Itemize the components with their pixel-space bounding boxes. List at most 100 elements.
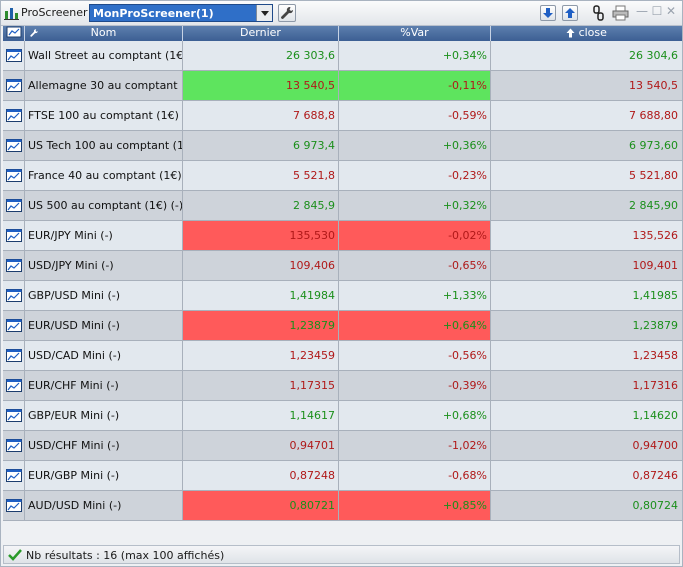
row-var: -0,68% bbox=[339, 461, 491, 490]
row-chart-cell[interactable] bbox=[3, 251, 25, 280]
row-dernier: 1,41984 bbox=[183, 281, 339, 310]
table-row[interactable]: AUD/USD Mini (-) 0,80721 +0,85% 0,80724 bbox=[3, 491, 682, 521]
chart-window-icon[interactable] bbox=[6, 79, 22, 92]
row-divider bbox=[3, 70, 682, 71]
link-tool-button[interactable] bbox=[591, 5, 607, 21]
table-row[interactable]: GBP/USD Mini (-) 1,41984 +1,33% 1,41985 bbox=[3, 281, 682, 311]
chart-window-icon[interactable] bbox=[6, 439, 22, 452]
row-chart-cell[interactable] bbox=[3, 221, 25, 250]
chart-window-icon[interactable] bbox=[6, 499, 22, 512]
chart-window-icon[interactable] bbox=[6, 319, 22, 332]
chart-window-icon[interactable] bbox=[6, 139, 22, 152]
checkmark-icon bbox=[8, 549, 22, 561]
table-row[interactable]: Allemagne 30 au comptant (1...13 540,5-0… bbox=[3, 71, 682, 101]
row-chart-cell[interactable] bbox=[3, 101, 25, 130]
row-name: US Tech 100 au comptant (1€... bbox=[25, 131, 183, 160]
row-divider bbox=[3, 220, 682, 221]
row-divider bbox=[3, 520, 682, 521]
chevron-down-icon[interactable] bbox=[256, 5, 272, 21]
row-chart-cell[interactable] bbox=[3, 431, 25, 460]
row-close: 1,23879 bbox=[632, 319, 679, 332]
chart-window-icon[interactable] bbox=[6, 349, 22, 362]
row-name: Wall Street au comptant (1€) (-) bbox=[25, 41, 183, 70]
chart-window-icon[interactable] bbox=[6, 169, 22, 182]
chart-window-icon[interactable] bbox=[6, 199, 22, 212]
add-chart-icon bbox=[6, 26, 21, 38]
row-var: -0,23% bbox=[339, 161, 491, 190]
table-row[interactable]: France 40 au comptant (1€) (-) 5 521,8 -0,… bbox=[3, 161, 682, 191]
row-divider bbox=[3, 160, 682, 161]
row-chart-cell[interactable] bbox=[3, 491, 25, 520]
row-name: Allemagne 30 au comptant (1... bbox=[25, 71, 183, 100]
column-header-var[interactable]: %Var bbox=[339, 26, 491, 41]
table-row[interactable]: FTSE 100 au comptant (1€) (-) 7 688,8 -0,5… bbox=[3, 101, 682, 131]
row-name: EUR/USD Mini (-) bbox=[25, 311, 183, 340]
row-close: 6 973,60 bbox=[629, 139, 678, 152]
chart-window-icon[interactable] bbox=[6, 409, 22, 422]
row-chart-cell[interactable] bbox=[3, 371, 25, 400]
add-column-button[interactable] bbox=[3, 26, 25, 41]
bar-chart-icon bbox=[4, 8, 19, 20]
row-close: 1,41985 bbox=[632, 289, 679, 302]
row-chart-cell[interactable] bbox=[3, 161, 25, 190]
row-var: +0,36% bbox=[339, 131, 491, 160]
row-chart-cell[interactable] bbox=[3, 281, 25, 310]
row-dernier: 0,94701 bbox=[183, 431, 339, 460]
row-var: +1,33% bbox=[339, 281, 491, 310]
table-row[interactable]: USD/JPY Mini (-) 109,406 -0,65% 109,401 bbox=[3, 251, 682, 281]
table-row[interactable]: USD/CHF Mini (-) 0,94701 -1,02% 0,94700 bbox=[3, 431, 682, 461]
column-header-var-label: %Var bbox=[400, 26, 429, 39]
row-chart-cell[interactable] bbox=[3, 191, 25, 220]
table-row[interactable]: EUR/USD Mini (-) 1,23879 +0,64% 1,23879 bbox=[3, 311, 682, 341]
chart-window-icon[interactable] bbox=[6, 229, 22, 242]
column-header-nom[interactable]: Nom bbox=[25, 26, 183, 41]
row-close: 1,23458 bbox=[632, 349, 679, 362]
minimize-icon[interactable]: — bbox=[636, 4, 648, 18]
row-chart-cell[interactable] bbox=[3, 131, 25, 160]
row-chart-cell[interactable] bbox=[3, 311, 25, 340]
row-close: 0,80724 bbox=[632, 499, 679, 512]
maximize-icon[interactable]: ☐ bbox=[651, 4, 663, 18]
row-name: FTSE 100 au comptant (1€) (-) bbox=[25, 101, 183, 130]
table-row[interactable]: US 500 au comptant (1€) (-) 2 845,9 +0,32%… bbox=[3, 191, 682, 221]
settings-button[interactable] bbox=[278, 4, 296, 22]
row-dernier: 13 540,5 bbox=[183, 71, 339, 100]
row-close: 7 688,80 bbox=[629, 109, 678, 122]
row-close: 2 845,90 bbox=[629, 199, 678, 212]
row-chart-cell[interactable] bbox=[3, 461, 25, 490]
table-row[interactable]: EUR/CHF Mini (-) 1,17315 -0,39% 1,17316 bbox=[3, 371, 682, 401]
row-chart-cell[interactable] bbox=[3, 401, 25, 430]
table-row[interactable]: US Tech 100 au comptant (1€...6 973,4+0,… bbox=[3, 131, 682, 161]
table-row[interactable]: USD/CAD Mini (-) 1,23459 -0,56% 1,23458 bbox=[3, 341, 682, 371]
close-icon[interactable]: ✕ bbox=[665, 4, 677, 18]
chart-window-icon[interactable] bbox=[6, 379, 22, 392]
column-header-dernier[interactable]: Dernier bbox=[183, 26, 339, 41]
print-button[interactable] bbox=[612, 5, 629, 21]
row-close: 13 540,5 bbox=[629, 79, 678, 92]
chart-window-icon[interactable] bbox=[6, 289, 22, 302]
status-bar: Nb résultats : 16 (max 100 affichés) bbox=[3, 545, 680, 564]
chart-window-icon[interactable] bbox=[6, 109, 22, 122]
row-var: -0,39% bbox=[339, 371, 491, 400]
chart-window-icon[interactable] bbox=[6, 49, 22, 62]
row-chart-cell[interactable] bbox=[3, 71, 25, 100]
table-row[interactable]: Wall Street au comptant (1€) (-)26 303,6… bbox=[3, 41, 682, 71]
row-divider bbox=[3, 490, 682, 491]
row-dernier: 6 973,4 bbox=[183, 131, 339, 160]
row-chart-cell[interactable] bbox=[3, 41, 25, 70]
chart-window-icon[interactable] bbox=[6, 469, 22, 482]
table-row[interactable]: EUR/GBP Mini (-) 0,87248 -0,68% 0,87246 bbox=[3, 461, 682, 491]
table-row[interactable]: GBP/EUR Mini (-) 1,14617 +0,68% 1,14620 bbox=[3, 401, 682, 431]
table-row[interactable]: EUR/JPY Mini (-) 135,530 -0,02% 135,526 bbox=[3, 221, 682, 251]
wrench-icon bbox=[30, 29, 38, 37]
column-header-close[interactable]: close bbox=[491, 26, 682, 41]
sort-ascending-button[interactable] bbox=[562, 5, 578, 21]
sort-descending-button[interactable] bbox=[540, 5, 556, 21]
row-var: +0,32% bbox=[339, 191, 491, 220]
row-name: AUD/USD Mini (-) bbox=[25, 491, 183, 520]
chart-window-icon[interactable] bbox=[6, 259, 22, 272]
row-chart-cell[interactable] bbox=[3, 341, 25, 370]
screener-selector[interactable]: MonProScreener(1) bbox=[89, 4, 273, 22]
row-var: -1,02% bbox=[339, 431, 491, 460]
